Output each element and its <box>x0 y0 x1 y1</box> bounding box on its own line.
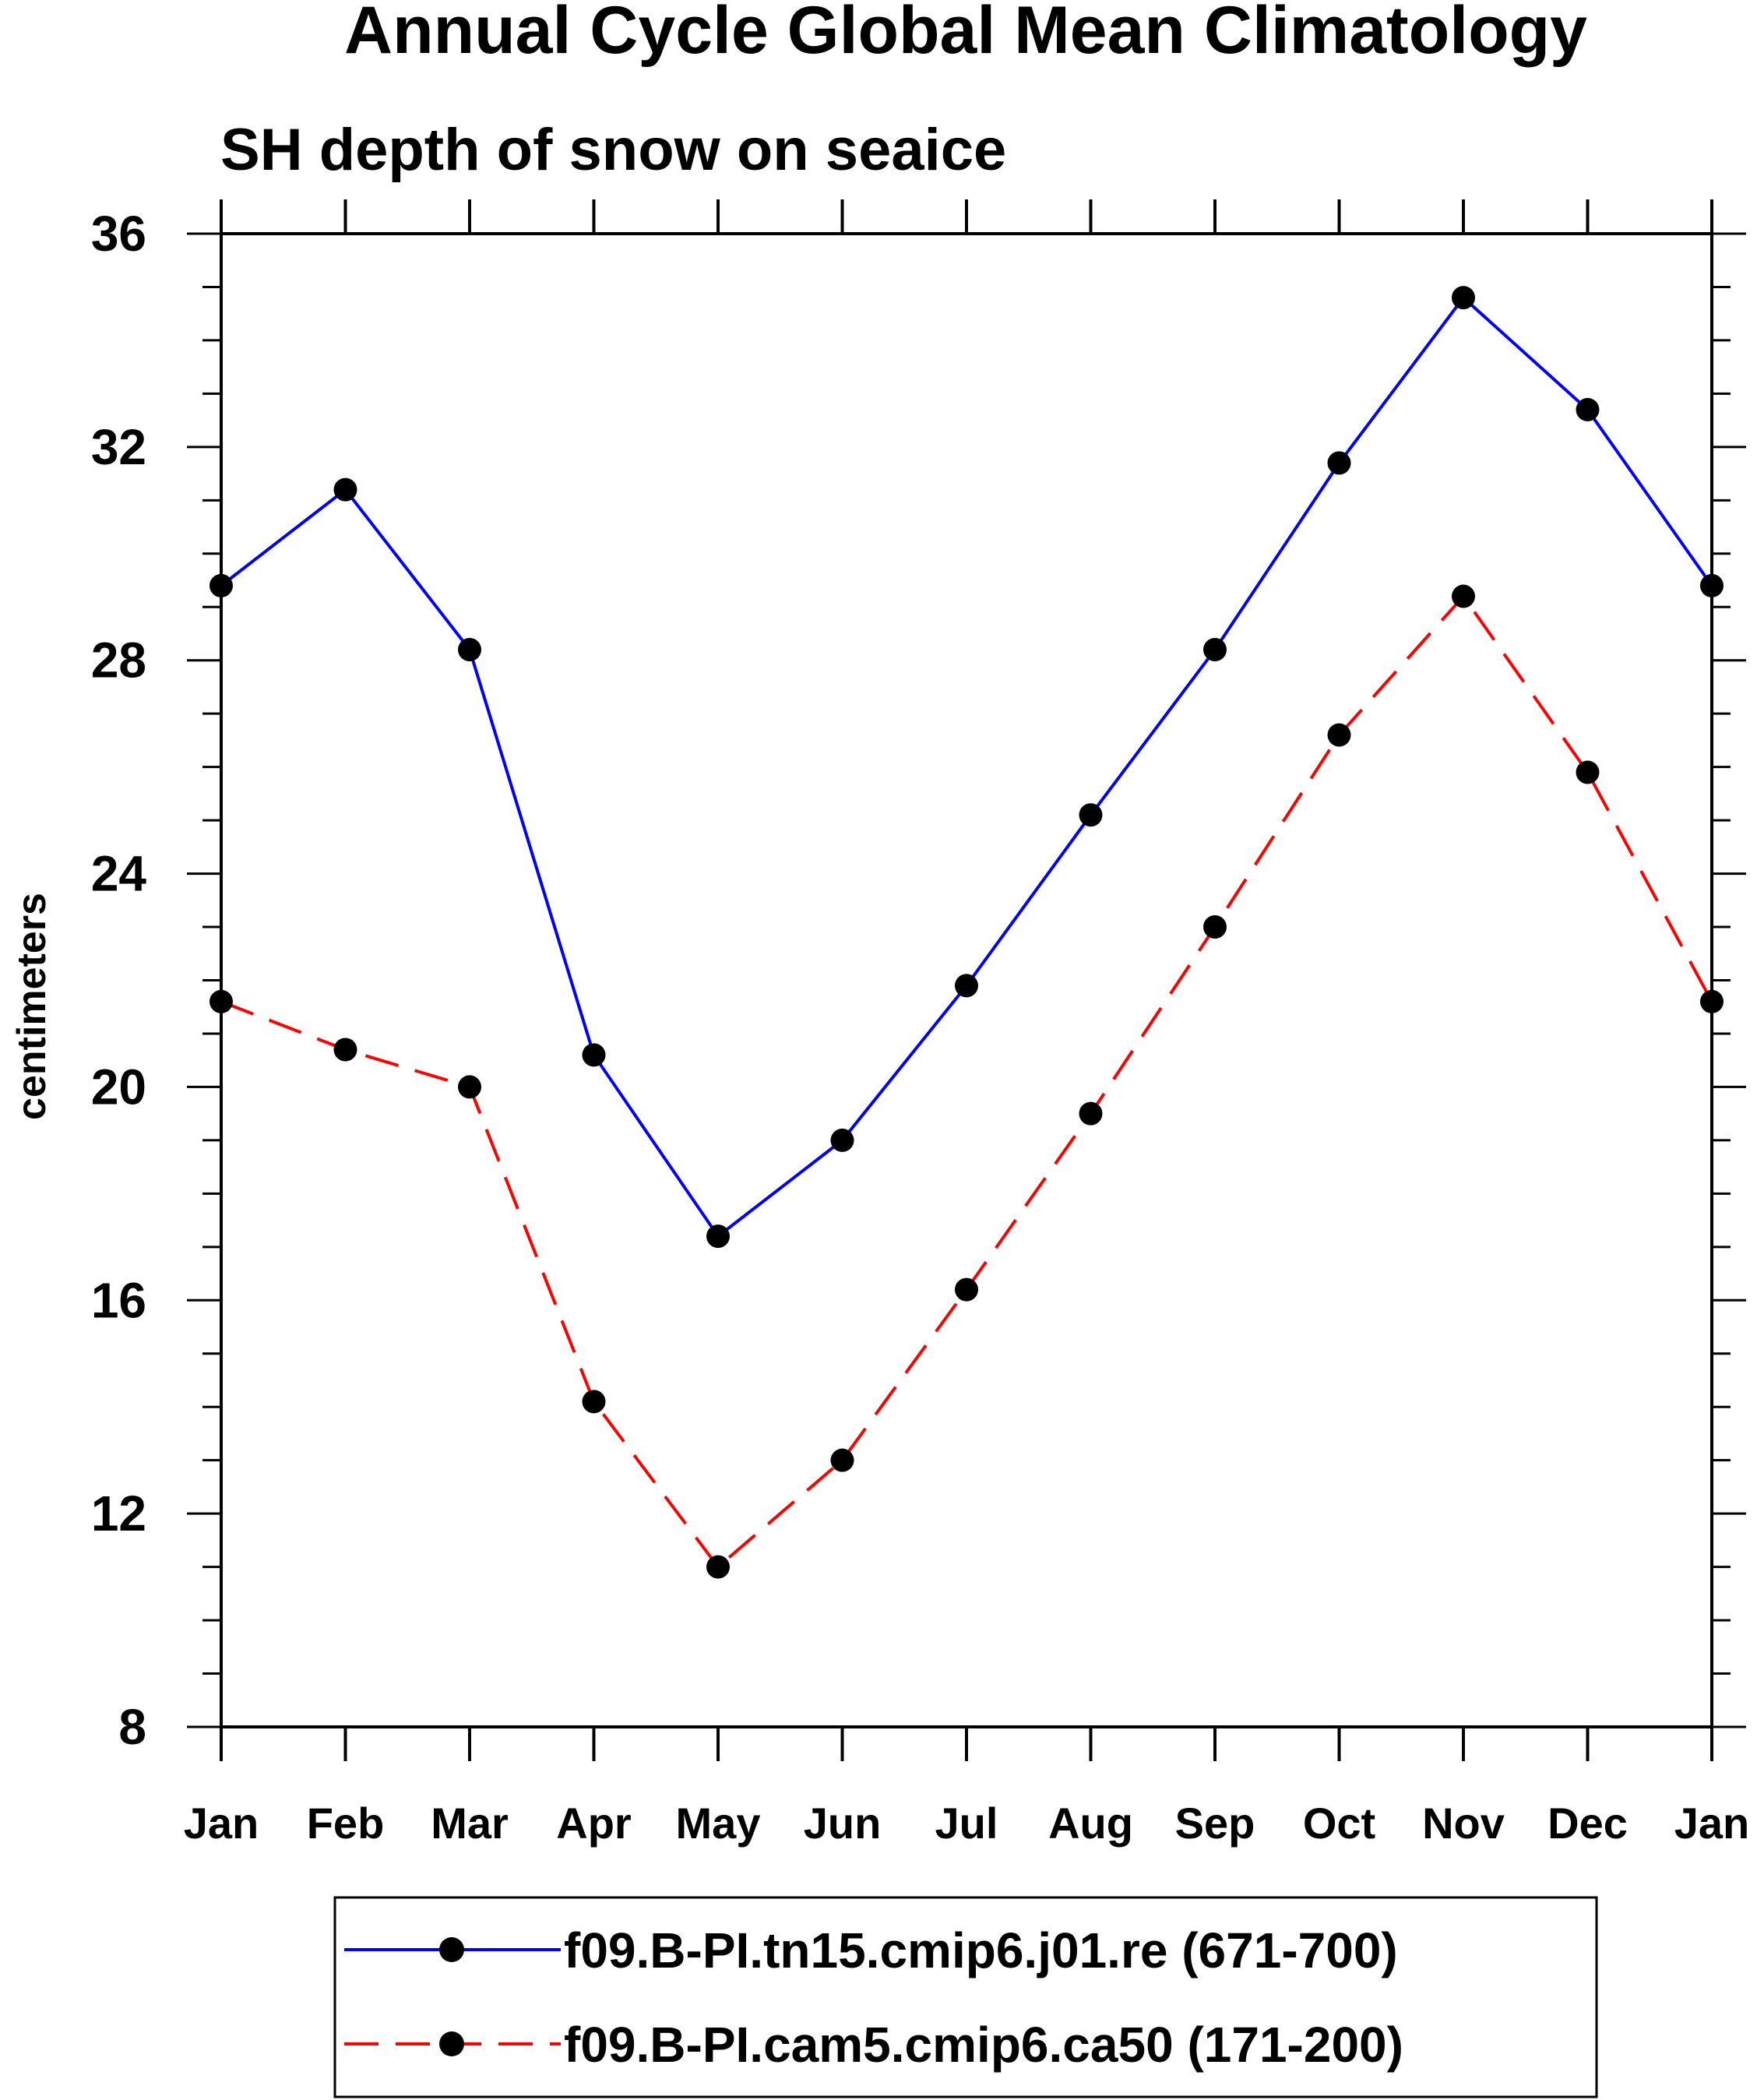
data-point-series-2 <box>458 1075 481 1099</box>
y-tick-label: 36 <box>91 206 146 262</box>
x-tick-label: Nov <box>1422 1799 1505 1848</box>
y-tick-label: 12 <box>91 1485 146 1542</box>
data-point-series-1 <box>210 573 233 597</box>
x-tick-label: May <box>676 1799 761 1848</box>
axis-tick-labels: Jan Feb Mar Apr May Jun Jul Aug Sep Oct Nov Dec Jan 8… <box>91 206 1749 1848</box>
data-point-series-2 <box>1452 584 1475 608</box>
data-point-series-2 <box>582 1390 606 1414</box>
data-point-series-1 <box>333 477 357 502</box>
x-tick-label: Mar <box>431 1799 509 1848</box>
x-tick-label: Jun <box>804 1799 882 1848</box>
data-point-series-2 <box>706 1555 730 1579</box>
data-point-series-2 <box>830 1448 854 1472</box>
y-tick-label: 20 <box>91 1059 146 1115</box>
y-tick-label: 28 <box>91 632 146 689</box>
chart-title: Annual Cycle Global Mean Climatology <box>344 0 1587 68</box>
data-point-series-1 <box>1327 451 1351 475</box>
data-point-series-2 <box>1576 760 1600 784</box>
y-tick-label: 16 <box>91 1272 146 1328</box>
y-tick-label: 8 <box>118 1699 146 1755</box>
legend-marker-series-1 <box>439 1937 464 1962</box>
data-point-series-2 <box>955 1277 978 1302</box>
legend-box <box>333 1896 1598 2098</box>
legend-label-series-1: f09.B-PI.tn15.cmip6.j01.re (671-700) <box>564 1922 1398 1978</box>
data-point-series-1 <box>1452 286 1475 310</box>
y-axis-label: centimeters <box>9 893 55 1120</box>
x-tick-label: Jul <box>935 1799 998 1848</box>
legend-label-series-2: f09.B-PI.cam5.cmip6.ca50 (171-200) <box>564 2017 1403 2073</box>
x-tick-label: Feb <box>307 1799 385 1848</box>
data-point-series-1 <box>955 974 978 998</box>
axis-ticks <box>187 199 1746 1761</box>
series-line-1 <box>220 295 1713 1239</box>
x-tick-label: Dec <box>1547 1799 1628 1848</box>
x-tick-label: Sep <box>1175 1799 1255 1848</box>
x-tick-label: Oct <box>1303 1799 1375 1848</box>
series-line-2 <box>220 594 1713 1570</box>
x-tick-label: Aug <box>1048 1799 1133 1848</box>
data-point-series-2 <box>210 989 233 1013</box>
data-point-series-1 <box>1079 803 1103 827</box>
data-point-series-2 <box>1700 989 1724 1013</box>
data-point-series-2 <box>1203 915 1227 939</box>
data-point-series-1 <box>706 1224 730 1249</box>
data-point-series-1 <box>582 1043 606 1067</box>
data-point-series-2 <box>1327 723 1351 747</box>
data-point-series-2 <box>333 1038 357 1062</box>
data-point-series-1 <box>1576 397 1600 421</box>
data-point-series-1 <box>830 1128 854 1152</box>
data-point-series-1 <box>458 638 481 662</box>
y-tick-label: 32 <box>91 419 146 475</box>
y-tick-label: 24 <box>91 846 147 902</box>
x-tick-label: Apr <box>556 1799 631 1848</box>
legend-marker-series-2 <box>439 2031 464 2056</box>
x-tick-label: Jan <box>1674 1799 1750 1848</box>
legend: f09.B-PI.tn15.cmip6.j01.re (671-700) f09… <box>333 1896 1598 2098</box>
data-point-series-2 <box>1079 1101 1103 1126</box>
chart-subtitle: SH depth of snow on seaice <box>220 117 1006 183</box>
x-tick-label: Jan <box>184 1799 259 1848</box>
data-point-series-1 <box>1203 638 1227 662</box>
data-point-series-1 <box>1700 573 1724 597</box>
series-layer <box>210 286 1724 1579</box>
